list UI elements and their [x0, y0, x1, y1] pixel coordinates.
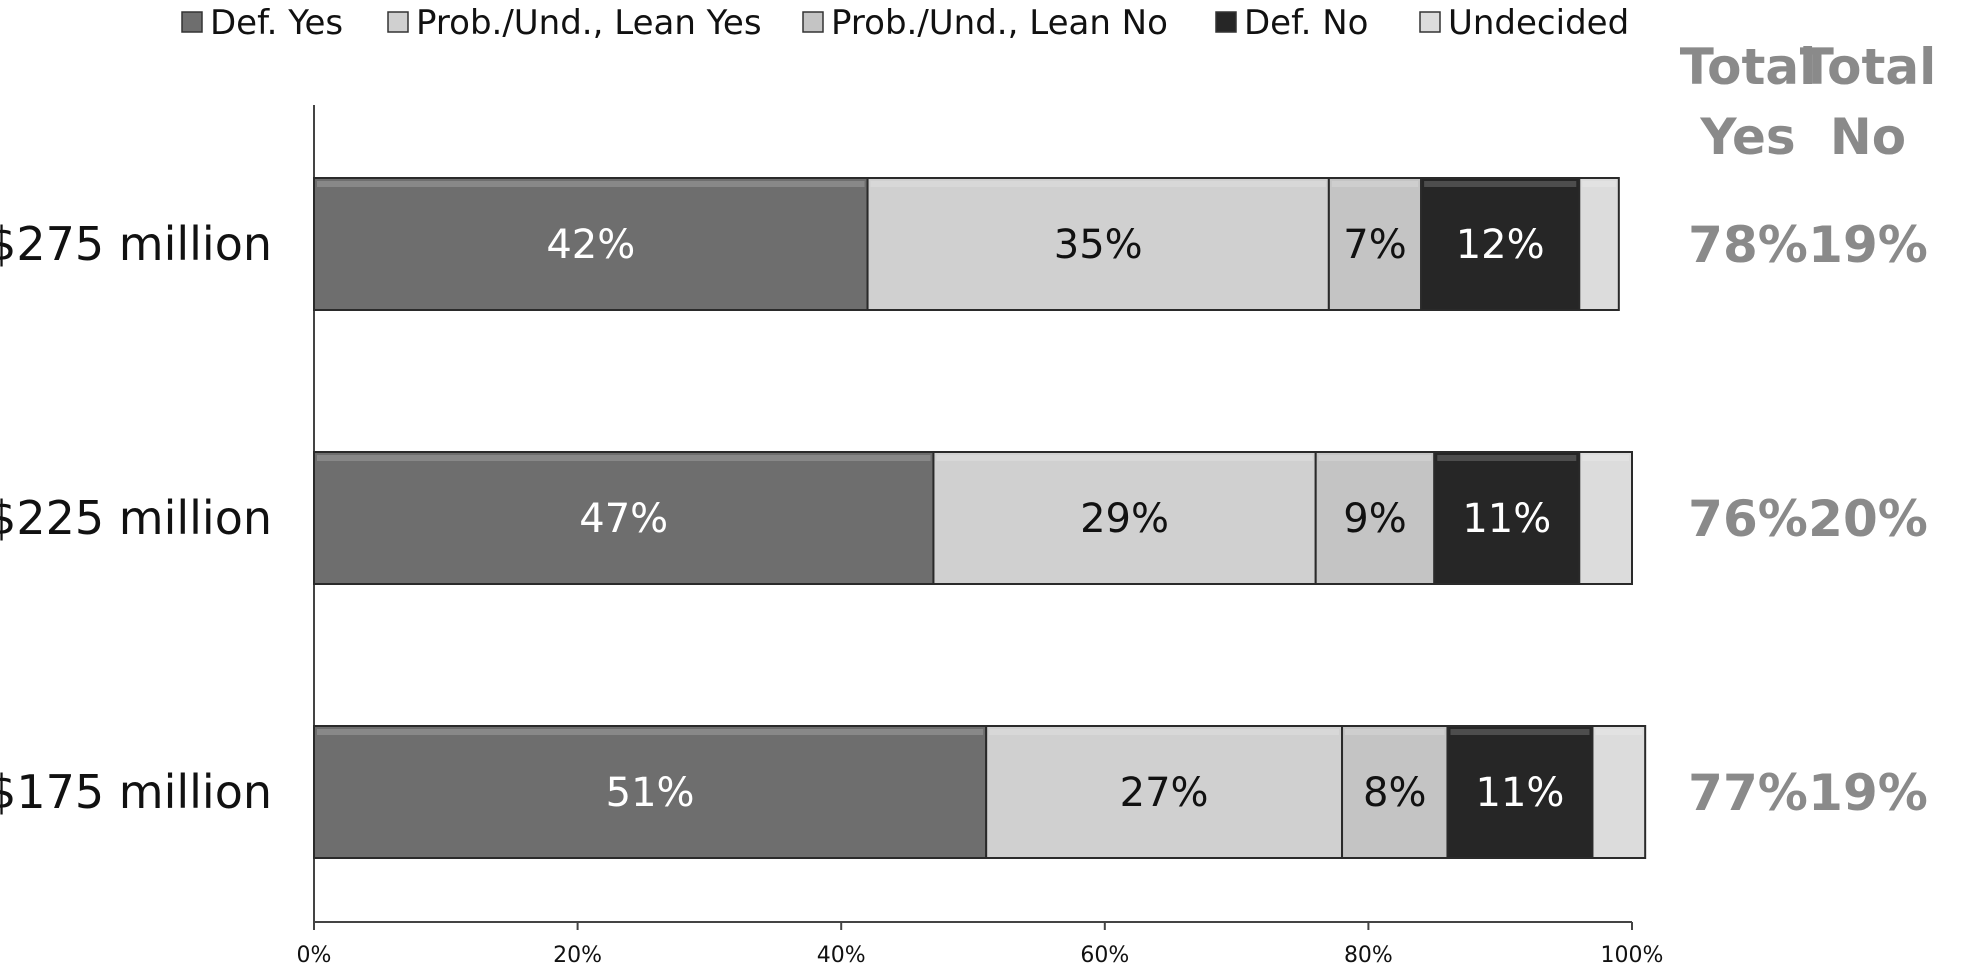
- x-axis: 0% 20% 40% 60% 80% 100%: [297, 921, 1664, 968]
- bar-segment-highlight: [989, 729, 1340, 735]
- data-label-prob-und-lean-no: 7%: [1343, 222, 1406, 268]
- data-label-prob-und-lean-yes: 35%: [1054, 222, 1143, 268]
- bar-segment-prob-und-lean-no: [1327, 177, 1423, 311]
- legend-label-prob-und-lean-yes: Prob./Und., Lean Yes: [416, 3, 762, 43]
- total-yes-value: 76%: [1688, 490, 1808, 548]
- data-label-prob-und-lean-yes: 27%: [1120, 770, 1209, 816]
- x-tick-label: 40%: [817, 943, 866, 968]
- bar-segment-def-no: [1446, 725, 1594, 859]
- legend-label-undecided: Undecided: [1448, 3, 1629, 43]
- bar-segment-undecided: [1578, 177, 1620, 311]
- legend-swatch-def-no: [1215, 11, 1237, 33]
- legend-label-def-yes: Def. Yes: [210, 3, 343, 43]
- data-label-def-yes: 51%: [606, 770, 695, 816]
- data-label-def-yes: 47%: [579, 496, 668, 542]
- legend-label-def-no: Def. No: [1244, 3, 1368, 43]
- bar-segment-highlight: [1345, 729, 1445, 735]
- bar-segment-highlight: [1582, 181, 1616, 187]
- legend-label-prob-und-lean-no: Prob./Und., Lean No: [831, 3, 1168, 43]
- bar-segment-highlight: [1582, 455, 1629, 461]
- category-label: $175 million: [0, 765, 272, 819]
- total-no-value: 20%: [1808, 490, 1928, 548]
- x-tick-label: 80%: [1344, 943, 1393, 968]
- legend-swatch-prob-und-lean-no: [802, 11, 824, 33]
- bar-segment-undecided: [1578, 451, 1634, 585]
- bar-segment-highlight: [317, 181, 865, 187]
- plot-area: $275 million 42% 35% 7% 12% $225 million 47% 29…: [0, 105, 1647, 922]
- totals-header-1-line-1: No: [1830, 108, 1906, 166]
- bar-segment-undecided: [1591, 725, 1647, 859]
- bar-segment-highlight: [317, 455, 931, 461]
- data-label-def-no: 11%: [1462, 496, 1551, 542]
- legend-swatch-undecided: [1419, 11, 1441, 33]
- x-tick-label: 20%: [553, 943, 602, 968]
- bar-segment-prob-und-lean-no: [1341, 725, 1449, 859]
- bar-row-225-million: $225 million 47% 29% 9% 11%: [0, 451, 1634, 585]
- bar-segment-prob-und-lean-yes: [866, 177, 1330, 311]
- total-no-value: 19%: [1808, 216, 1928, 274]
- bar-segment-highlight: [317, 729, 984, 735]
- x-tick-label: 0%: [297, 943, 332, 968]
- bar-segment-highlight: [1595, 729, 1643, 735]
- bar-segment-highlight: [1318, 455, 1432, 461]
- totals-values: 78% 19%76% 20%77% 19%: [1688, 216, 1928, 822]
- total-yes-value: 78%: [1688, 216, 1808, 274]
- bar-segment-highlight: [1450, 729, 1590, 735]
- legend: Def. Yes Prob./Und., Lean Yes Prob./Und., …: [181, 3, 1629, 43]
- category-label: $275 million: [0, 217, 272, 271]
- total-no-value: 19%: [1808, 764, 1928, 822]
- bar-segment-highlight: [1424, 181, 1577, 187]
- totals-header-0-line-0: Total: [1680, 38, 1817, 96]
- category-label: $225 million: [0, 491, 272, 545]
- x-tick-label: 60%: [1080, 943, 1129, 968]
- bar-segment-highlight: [870, 181, 1326, 187]
- data-label-def-yes: 42%: [546, 222, 635, 268]
- bar-segment-def-yes: [313, 725, 988, 859]
- totals-header-1-line-0: Total: [1800, 38, 1937, 96]
- bar-segment-highlight: [1331, 181, 1419, 187]
- bar-row-175-million: $175 million 51% 27% 8% 11%: [0, 725, 1647, 859]
- data-label-def-no: 11%: [1476, 770, 1565, 816]
- legend-swatch-def-yes: [181, 11, 203, 33]
- data-label-prob-und-lean-no: 9%: [1343, 496, 1406, 542]
- data-label-prob-und-lean-no: 8%: [1363, 770, 1426, 816]
- bar-segment-highlight: [936, 455, 1313, 461]
- totals-header-0-line-1: Yes: [1699, 108, 1795, 166]
- bar-segment-prob-und-lean-yes: [932, 451, 1317, 585]
- data-label-prob-und-lean-yes: 29%: [1080, 496, 1169, 542]
- bar-segment-def-yes: [313, 177, 869, 311]
- legend-swatch-prob-und-lean-yes: [387, 11, 409, 33]
- bar-row-275-million: $275 million 42% 35% 7% 12%: [0, 177, 1620, 311]
- bar-segment-highlight: [1437, 455, 1577, 461]
- data-label-def-no: 12%: [1456, 222, 1545, 268]
- total-yes-value: 77%: [1688, 764, 1808, 822]
- x-tick-label: 100%: [1601, 943, 1664, 968]
- bar-segment-prob-und-lean-yes: [985, 725, 1344, 859]
